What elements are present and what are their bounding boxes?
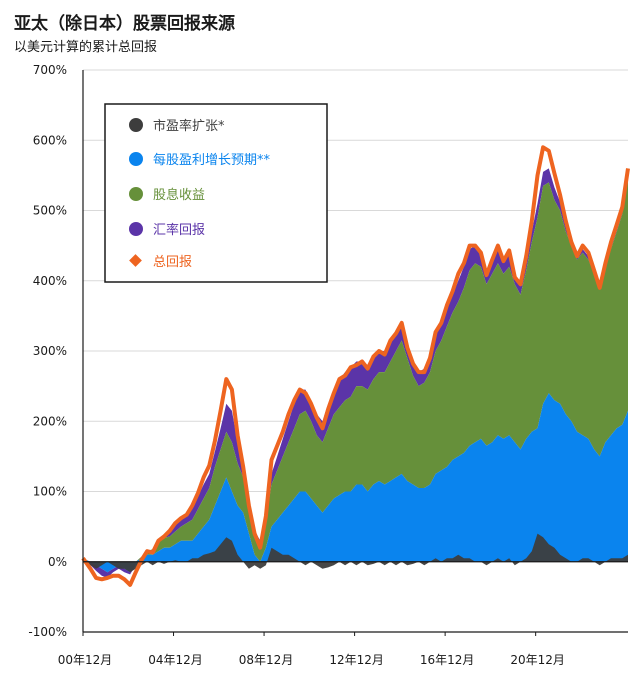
legend-label-pe: 市盈率扩张* <box>153 118 225 134</box>
y-tick-label: 0% <box>48 555 67 569</box>
axes: -100% 0% 100% 200% 300% 400% 500% 600% 700% 00年12… <box>28 63 628 667</box>
series-areas <box>81 145 630 587</box>
legend-label-div: 股息收益 <box>153 187 205 203</box>
chart-subtitle: 以美元计算的累计总回报 <box>14 40 158 55</box>
legend-marker-fx <box>129 222 143 236</box>
y-tick-label: 700% <box>33 63 67 77</box>
y-tick-label: -100% <box>28 625 67 639</box>
legend-marker-total <box>129 254 142 267</box>
legend-marker-eps <box>129 152 143 166</box>
y-tick-label: 500% <box>33 204 67 218</box>
y-tick-label: 100% <box>33 485 67 499</box>
legend-label-fx: 汇率回报 <box>153 222 205 238</box>
x-tick-label: 20年12月 <box>510 653 565 667</box>
x-tick-label: 12年12月 <box>329 653 384 667</box>
legend-marker-pe <box>129 118 143 132</box>
chart-title: 亚太（除日本）股票回报来源 <box>14 14 235 34</box>
y-tick-label: 600% <box>33 133 67 147</box>
x-tick-label: 08年12月 <box>239 653 294 667</box>
line-total <box>81 145 630 587</box>
legend-label-total: 总回报 <box>153 255 192 270</box>
area-pe <box>83 533 628 573</box>
y-tick-label: 300% <box>33 344 67 358</box>
legend-label-eps: 每股盈利增长预期** <box>153 152 271 168</box>
legend: 市盈率扩张* 每股盈利增长预期** 股息收益 汇率回报 总回报 <box>104 103 328 283</box>
y-tick-label: 400% <box>33 274 67 288</box>
x-tick-label: 00年12月 <box>58 653 113 667</box>
y-tick-label: 200% <box>33 414 67 428</box>
legend-marker-div <box>129 187 143 201</box>
area-div <box>83 178 628 562</box>
x-tick-label: 04年12月 <box>148 653 203 667</box>
area-eps <box>83 393 628 562</box>
x-tick-label: 16年12月 <box>420 653 475 667</box>
